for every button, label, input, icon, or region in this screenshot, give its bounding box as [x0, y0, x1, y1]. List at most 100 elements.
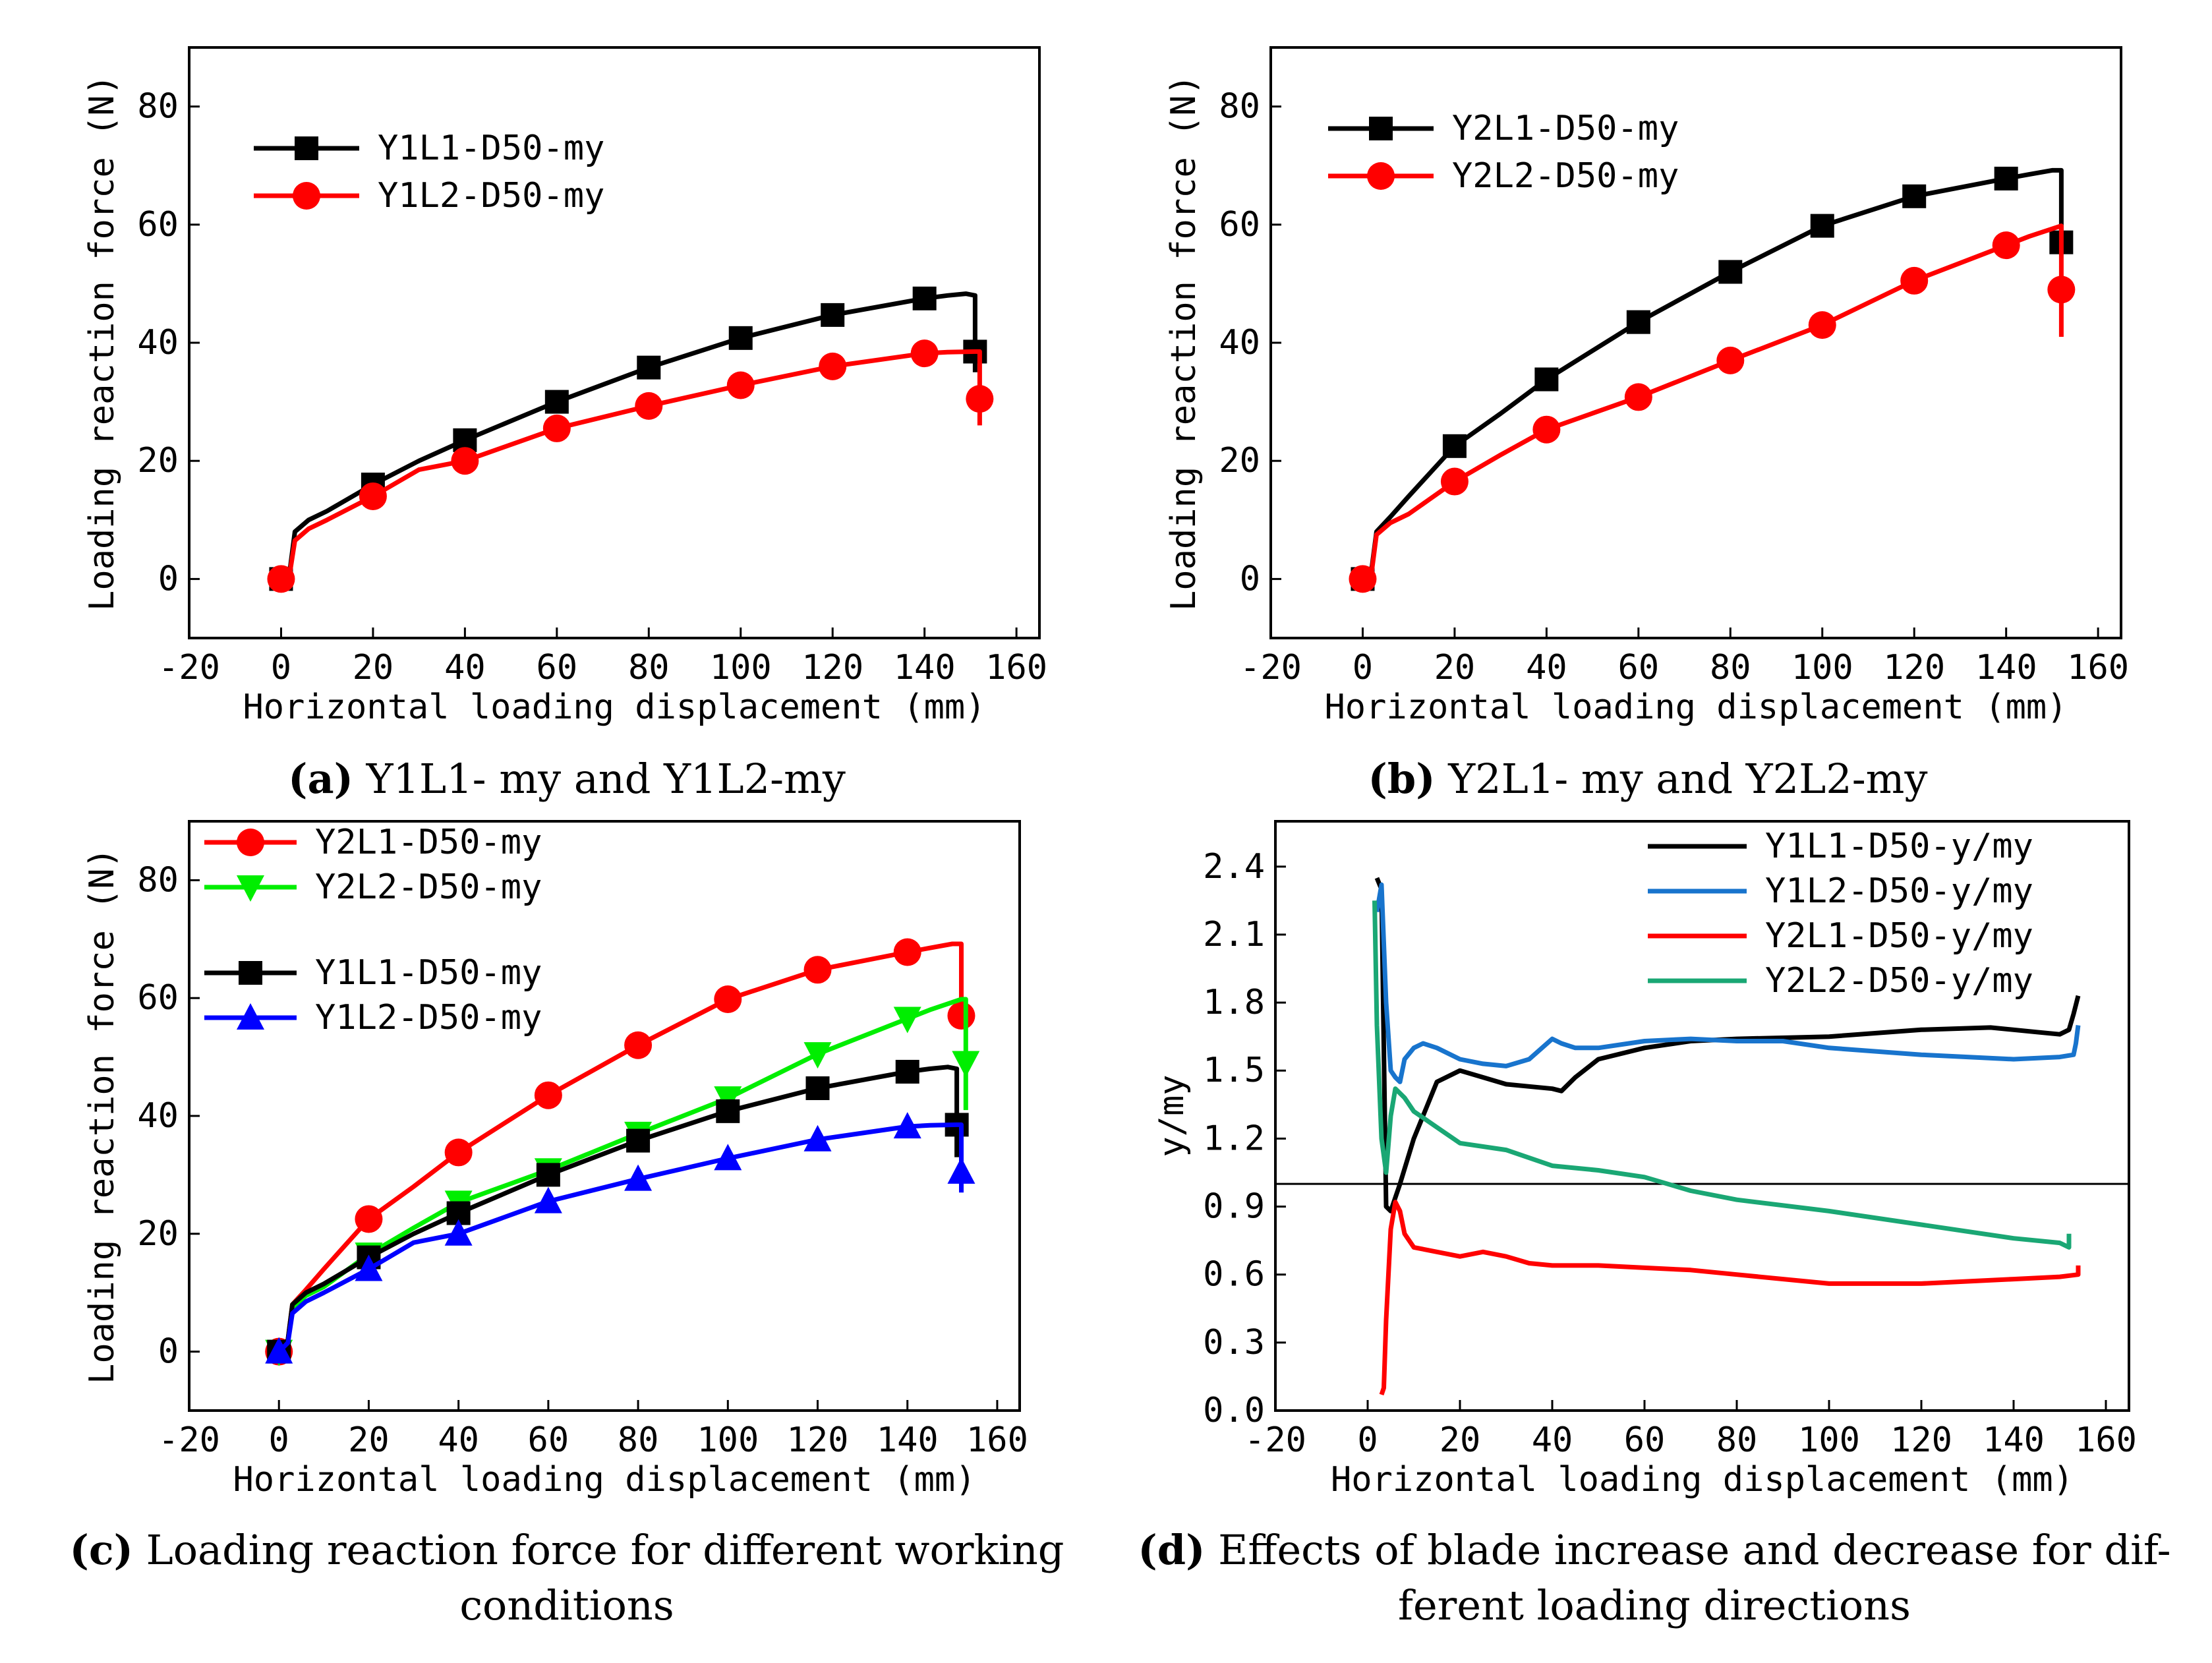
- legend-item: Y1L1-D50-my: [204, 953, 542, 993]
- x-axis-label: Horizontal loading displacement (mm): [1324, 687, 2067, 727]
- data-point: [728, 326, 753, 350]
- y-tick-label: 1.5: [1203, 1051, 1265, 1090]
- data-point: [1900, 266, 1929, 295]
- legend-marker: [237, 829, 264, 856]
- x-tick-label: 60: [1618, 648, 1660, 687]
- data-point: [966, 385, 994, 413]
- plot-frame: [188, 46, 1041, 639]
- caption-a: (a) Y1L1- my and Y1L2-my: [237, 751, 896, 807]
- caption-d-line2: ferent loading directions: [1398, 1581, 1911, 1629]
- series-line: [1379, 1200, 2081, 1396]
- series-line: [1372, 900, 2072, 1250]
- legend-item: Y1L1-D50-my: [254, 129, 604, 168]
- y-tick-label: 1.2: [1203, 1119, 1265, 1158]
- legend-item: Y1L2-D50-y/my: [1648, 871, 2033, 911]
- series-Y1L1-D50-my: [269, 286, 987, 591]
- data-point: [1718, 260, 1743, 284]
- x-tick-label: 0: [1357, 1420, 1378, 1460]
- caption-b-text: Y2L1- my and Y2L2-my: [1435, 755, 1928, 803]
- x-tick-label: 40: [1532, 1420, 1573, 1460]
- legend-label: Y1L1-D50-my: [315, 953, 542, 993]
- data-point: [355, 1205, 383, 1233]
- legend-item: Y2L1-D50-y/my: [1648, 916, 2033, 956]
- y-axis-label: Loading reaction force (N): [1164, 74, 1204, 611]
- caption-d-text: Effects of blade increase and decrease f…: [1205, 1526, 2171, 1574]
- data-point: [265, 1337, 293, 1364]
- x-tick-label: 120: [1883, 648, 1945, 687]
- data-point: [893, 938, 921, 966]
- data-point: [544, 390, 569, 414]
- x-tick-label: 80: [628, 648, 670, 687]
- legend: Y2L1-D50-my Y2L2-D50-my Y1L1-D50-my Y1L2-D5…: [204, 823, 542, 1037]
- legend-label: Y1L2-D50-y/my: [1765, 871, 2033, 911]
- y-tick-label: 0: [158, 559, 179, 598]
- data-point: [803, 956, 832, 984]
- data-point: [444, 1219, 473, 1246]
- data-point: [542, 414, 571, 442]
- series-Y1L2-D50-my: [265, 1112, 975, 1364]
- series-Y2L2-D50-my: [1349, 223, 2076, 593]
- legend-marker: [239, 961, 262, 985]
- plot-frame: [188, 820, 1021, 1412]
- data-point: [626, 1128, 651, 1153]
- data-point: [1624, 383, 1652, 411]
- x-tick-label: 140: [1983, 1420, 2045, 1460]
- data-point: [359, 482, 387, 510]
- legend-marker: [1367, 162, 1395, 190]
- data-point: [895, 1059, 919, 1084]
- plot-frame: [1274, 820, 2130, 1412]
- caption-c-line2: conditions: [459, 1581, 674, 1629]
- x-tick-label: 20: [1440, 1420, 1481, 1460]
- data-point: [624, 1164, 653, 1191]
- x-tick-label: 20: [1434, 648, 1476, 687]
- chart-a: -20 0 20 40 60 80 100 120 140 160020406080Horizon…: [82, 46, 1047, 727]
- x-tick-label: -20: [1244, 1420, 1306, 1460]
- legend-item: Y2L2-D50-my: [204, 867, 542, 907]
- caption-d: (d) Effects of blade increase and decrea…: [1114, 1523, 2195, 1633]
- data-point: [803, 1124, 832, 1152]
- data-point: [635, 392, 663, 420]
- data-point: [1442, 434, 1467, 458]
- x-tick-label: 140: [1975, 648, 2037, 687]
- data-point: [910, 339, 939, 368]
- y-tick-label: 0: [1240, 559, 1260, 598]
- caption-a-text: Y1L1- my and Y1L2-my: [353, 755, 846, 803]
- x-axis-label: Horizontal loading displacement (mm): [233, 1460, 975, 1500]
- y-tick-label: 60: [137, 978, 179, 1018]
- y-tick-label: 1.8: [1203, 983, 1265, 1022]
- series-Y2L2-D50-y/my: [1372, 900, 2072, 1250]
- data-point: [1716, 346, 1745, 374]
- y-tick-label: 0.3: [1203, 1323, 1265, 1362]
- data-point: [893, 1112, 921, 1139]
- x-axis-label: Horizontal loading displacement (mm): [1331, 1460, 2074, 1500]
- data-point: [1532, 415, 1561, 444]
- y-tick-label: 2.4: [1203, 847, 1265, 887]
- x-tick-label: 40: [1526, 648, 1567, 687]
- data-point: [624, 1031, 653, 1059]
- y-tick-label: 20: [137, 441, 179, 481]
- caption-d-label: (d): [1138, 1526, 1206, 1574]
- x-tick-label: 0: [269, 1420, 289, 1460]
- x-tick-label: 0: [1353, 648, 1373, 687]
- data-point: [534, 1081, 562, 1109]
- legend-label: Y1L1-D50-y/my: [1765, 827, 2033, 866]
- x-tick-label: 120: [787, 1420, 849, 1460]
- plot-frame: [1269, 46, 2122, 639]
- data-point: [714, 1144, 742, 1171]
- data-point: [1534, 367, 1559, 392]
- x-tick-label: 20: [348, 1420, 390, 1460]
- caption-b: (b) Y2L1- my and Y2L2-my: [1318, 751, 1977, 807]
- y-tick-label: 80: [137, 860, 179, 900]
- legend-marker: [237, 875, 264, 902]
- legend: Y2L1-D50-my Y2L2-D50-my: [1328, 109, 1679, 196]
- caption-c-text: Loading reaction force for different wor…: [132, 1526, 1064, 1574]
- chart-b: -20 0 20 40 60 80 100 120 140 160020406080Horizon…: [1164, 46, 2129, 727]
- data-point: [444, 1138, 473, 1167]
- x-tick-label: 20: [353, 648, 394, 687]
- x-tick-label: 160: [966, 1420, 1028, 1460]
- data-point: [2047, 276, 2076, 304]
- data-point: [912, 286, 937, 310]
- y-axis-label: Loading reaction force (N): [82, 74, 122, 611]
- x-tick-label: 140: [894, 648, 956, 687]
- legend-marker: [1369, 117, 1393, 140]
